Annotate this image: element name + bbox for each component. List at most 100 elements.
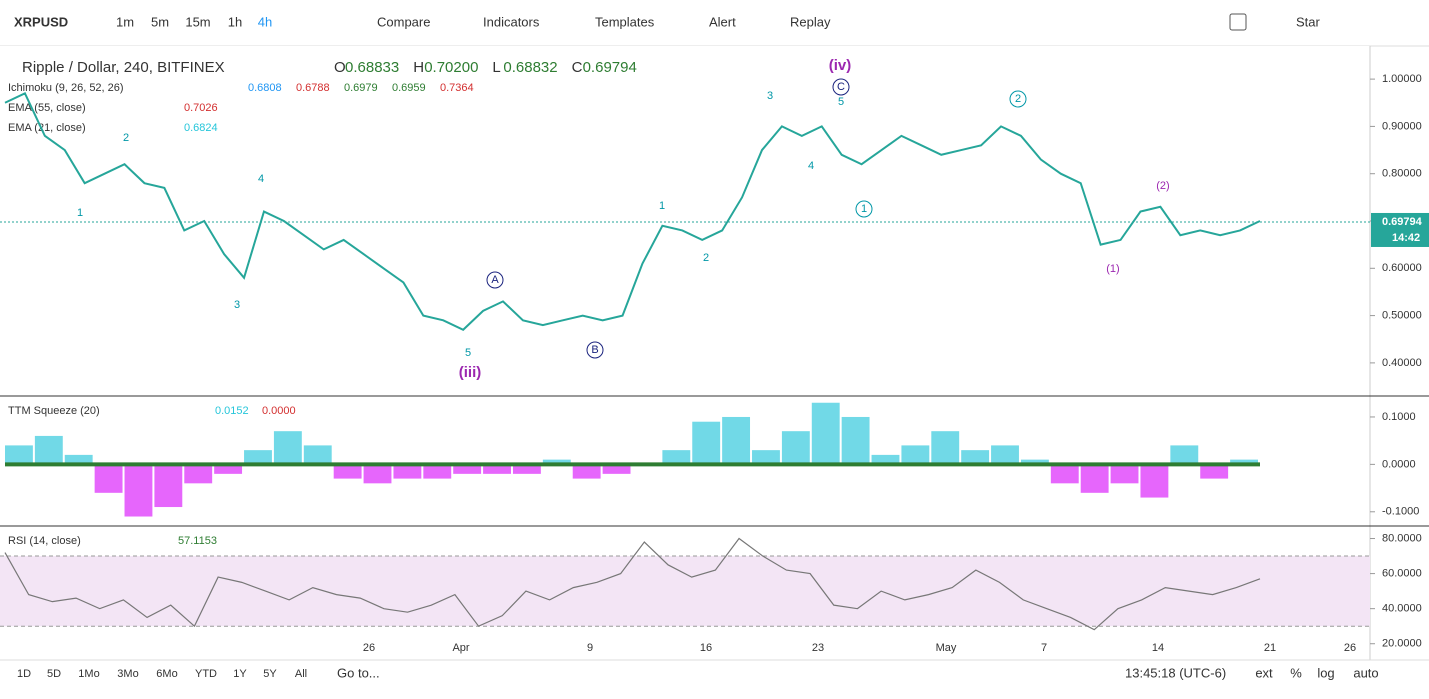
squeeze-bar [393,464,422,479]
y-tick-label: 60.0000 [1382,567,1422,579]
wave-label: 1 [659,200,665,212]
wave-label: 2 [123,132,129,144]
interval[interactable]: 4h [258,14,272,29]
option-button[interactable]: ext [1255,665,1273,680]
squeeze-bar [1230,459,1258,465]
symbol[interactable]: XRPUSD [14,14,68,29]
ohlc: 0.69794 [583,59,637,76]
star-button[interactable]: Star [1296,14,1321,29]
squeeze-bar [961,450,990,465]
y-tick-label: 1.00000 [1382,73,1422,85]
squeeze-reading: 0.0000 [262,405,296,417]
squeeze-bar [931,431,960,465]
squeeze-bar [34,435,63,465]
ichimoku-value: 0.6788 [296,82,330,94]
toolbar-button[interactable]: Replay [790,14,831,29]
wave-label: 2 [1015,93,1021,105]
range-button[interactable]: 5D [47,668,61,680]
interval[interactable]: 5m [151,14,169,29]
wave-label: (1) [1106,263,1119,275]
squeeze-bar [184,464,213,484]
toolbar-button[interactable]: Templates [595,14,655,29]
range-button[interactable]: 1Y [233,668,247,680]
toolbar-button[interactable]: Alert [709,14,736,29]
wave-label: 4 [808,160,814,172]
goto[interactable]: Go to... [337,665,380,680]
toggle[interactable] [1229,13,1247,31]
squeeze-bar [1080,464,1109,493]
squeeze-reading: 0.0152 [215,405,249,417]
toolbar-button[interactable]: Compare [377,14,430,29]
price-line [4,91,1261,331]
squeeze-bar [423,464,452,479]
interval[interactable]: 1h [228,14,242,29]
wave-label: (iv) [829,57,852,74]
ohlc: H [413,59,424,76]
option-button[interactable]: auto [1353,665,1378,680]
wave-circle [586,341,604,359]
ohlc: C [572,59,583,76]
squeeze-bar [1140,464,1169,498]
squeeze-bar [512,464,541,474]
wave-label: 1 [861,203,867,215]
ohlc: O [334,59,346,76]
squeeze-bar [363,464,392,484]
ichimoku-name: Ichimoku (9, 26, 52, 26) [8,82,124,94]
range-button[interactable]: 5Y [263,668,277,680]
wave-circle [855,200,873,218]
x-tick-label: 23 [812,642,824,654]
y-tick-label: 20.0000 [1382,638,1422,650]
range-button[interactable]: 6Mo [156,668,177,680]
squeeze-bar [662,450,691,465]
squeeze-bar [602,464,631,474]
rsi-name: RSI (14, close) [8,535,81,547]
x-tick-label: May [936,642,957,654]
toolbar-button[interactable]: Indicators [483,14,540,29]
squeeze-bar [124,464,153,517]
squeeze-bar [722,416,751,465]
y-tick-label: 0.80000 [1382,168,1422,180]
option-button[interactable]: log [1317,665,1334,680]
y-tick-label: 0.90000 [1382,120,1422,132]
ichimoku-value: 0.7364 [440,82,474,94]
y-tick-label: 0.50000 [1382,310,1422,322]
range-button[interactable]: 1D [17,668,31,680]
ohlc: L [492,59,500,76]
range-button[interactable]: 3Mo [117,668,138,680]
range-button[interactable]: 1Mo [78,668,99,680]
y-tick-label: -0.1000 [1382,506,1419,518]
wave-label: B [591,344,598,356]
wave-circle [1009,90,1027,108]
toolbar [0,0,1429,46]
wave-circle [832,78,850,96]
range-button[interactable]: All [295,668,307,680]
interval[interactable]: 1m [116,14,134,29]
last-price: 0.69794 [1382,216,1423,228]
clock: 13:45:18 (UTC-6) [1125,665,1226,680]
y-tick-label: 0.40000 [1382,357,1422,369]
ema55-value: 0.7026 [184,102,218,114]
squeeze-bar [781,431,810,465]
wave-label: 2 [703,252,709,264]
option-button[interactable]: % [1290,665,1302,680]
squeeze-bar [1110,464,1139,484]
x-tick-label: 7 [1041,642,1047,654]
x-tick-label: 14 [1152,642,1164,654]
ema21-name: EMA (21, close) [8,122,86,134]
range-button[interactable]: YTD [195,668,217,680]
ichimoku-value: 0.6979 [344,82,378,94]
squeeze-bar [214,464,243,474]
squeeze-bar [1170,445,1199,465]
squeeze-bar [692,421,721,465]
last-price-box [1371,212,1429,247]
x-tick-label: 21 [1264,642,1276,654]
ema21-value: 0.6824 [184,122,218,134]
wave-label: A [491,274,499,286]
y-tick-label: 0.60000 [1382,262,1422,274]
last-time: 14:42 [1392,232,1420,244]
ema55-name: EMA (55, close) [8,102,86,114]
wave-label: 3 [234,299,240,311]
squeeze-bar [244,450,272,465]
interval[interactable]: 15m [185,14,210,29]
